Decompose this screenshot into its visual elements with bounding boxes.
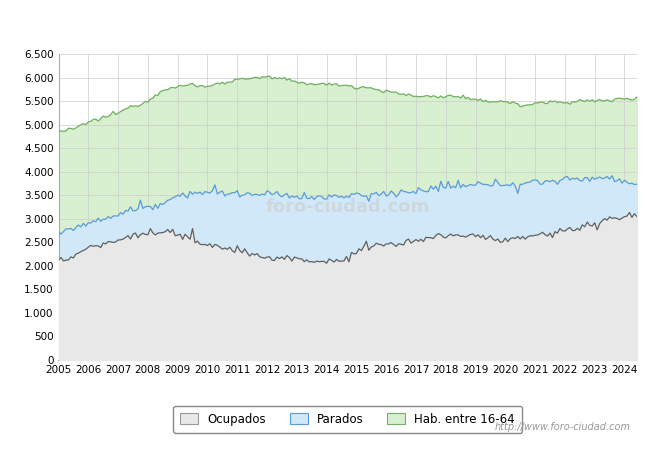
Text: Herencia - Evolucion de la poblacion en edad de Trabajar Mayo de 2024: Herencia - Evolucion de la poblacion en … xyxy=(85,14,565,27)
Legend: Ocupados, Parados, Hab. entre 16-64: Ocupados, Parados, Hab. entre 16-64 xyxy=(174,406,522,433)
Text: http://www.foro-ciudad.com: http://www.foro-ciudad.com xyxy=(495,422,630,432)
Text: foro-ciudad.com: foro-ciudad.com xyxy=(266,198,430,216)
